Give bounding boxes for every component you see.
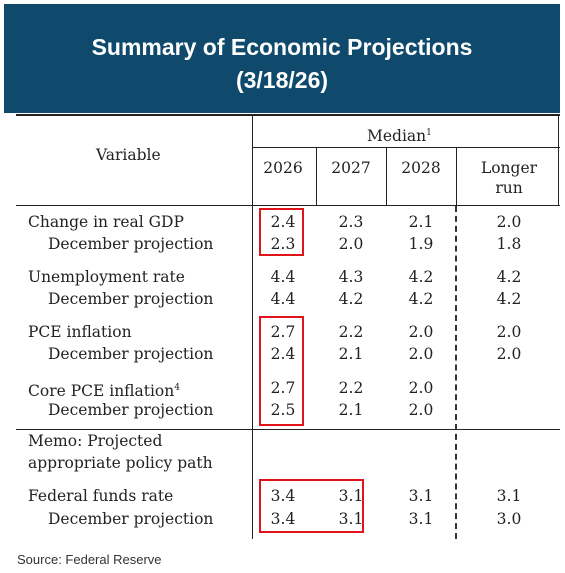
median-header: Median1 (367, 127, 432, 146)
variable-header: Variable (96, 146, 161, 164)
longer-run-dashed-line (455, 206, 457, 539)
table-cell: 3.1 (408, 510, 434, 528)
column-header-2026: 2026 (263, 159, 303, 177)
table-cell: 2.0 (496, 213, 522, 231)
table-cell: 2.4 (270, 213, 296, 231)
table-cell: 2.2 (338, 323, 364, 341)
column-header-longer-run: Longer run (480, 159, 538, 197)
source-note: Source: Federal Reserve (17, 552, 162, 567)
table-cell: 3.4 (270, 510, 296, 528)
table-cell: 3.1 (338, 487, 364, 505)
table-cell: 2.0 (408, 401, 434, 419)
table-cell: 3.1 (338, 510, 364, 528)
table-cell: 4.4 (270, 290, 296, 308)
row-label: Unemployment rate (28, 268, 185, 286)
table-cell: 2.1 (408, 213, 434, 231)
table-cell: 2.7 (270, 323, 296, 341)
table-cell: 2.2 (338, 379, 364, 397)
table-cell: 2.0 (408, 345, 434, 363)
row-label: December projection (48, 290, 214, 308)
table-cell: 4.2 (408, 290, 434, 308)
table-cell: 4.4 (270, 268, 296, 286)
row-label: December projection (48, 401, 214, 419)
row-label: Core PCE inflation4 (28, 382, 180, 401)
table-cell: 4.3 (338, 268, 364, 286)
table-cell: 2.0 (496, 323, 522, 341)
header-divider (316, 148, 317, 205)
table-cell: 2.3 (338, 213, 364, 231)
table-cell: 2.1 (338, 401, 364, 419)
row-label: December projection (48, 345, 214, 363)
table-cell: 1.9 (408, 235, 434, 253)
table-cell: 2.1 (338, 345, 364, 363)
table-cell: 2.3 (270, 235, 296, 253)
table-cell: 3.0 (496, 510, 522, 528)
row-label: December projection (48, 235, 214, 253)
table-cell: 2.7 (270, 379, 296, 397)
median-underline (252, 147, 560, 148)
table-cell: 2.0 (408, 379, 434, 397)
table-cell: 3.4 (270, 487, 296, 505)
table-cell: 1.8 (496, 235, 522, 253)
header-divider (386, 148, 387, 205)
row-label: Federal funds rate (28, 487, 174, 505)
row-label: PCE inflation (28, 323, 132, 341)
table-cell: 4.2 (338, 290, 364, 308)
row-label: Change in real GDP (28, 213, 184, 231)
row-label: December projection (48, 510, 214, 528)
memo-separator (16, 429, 560, 430)
projections-table: Variable Median1 2026 2027 2028 Longer ru… (16, 114, 560, 539)
memo-label: appropriate policy path (28, 454, 213, 472)
memo-label: Memo: Projected (28, 432, 163, 450)
table-cell: 2.5 (270, 401, 296, 419)
table-cell: 2.0 (408, 323, 434, 341)
table-cell: 2.0 (338, 235, 364, 253)
column-header-2027: 2027 (331, 159, 371, 177)
header-right-border (558, 114, 559, 205)
table-cell: 2.0 (496, 345, 522, 363)
variable-column-divider (252, 114, 253, 539)
table-cell: 3.1 (408, 487, 434, 505)
banner-title: Summary of Economic Projections (91, 34, 473, 60)
table-cell: 4.2 (496, 268, 522, 286)
highlight-box (259, 208, 304, 256)
table-top-border (16, 114, 560, 116)
column-header-2028: 2028 (401, 159, 441, 177)
table-cell: 2.4 (270, 345, 296, 363)
highlight-box (259, 479, 364, 533)
banner-date: (3/18/26) (235, 67, 329, 93)
header-bottom-rule (16, 205, 560, 206)
header-divider (456, 148, 457, 205)
title-banner: Summary of Economic Projections (3/18/26… (4, 4, 560, 113)
table-cell: 4.2 (408, 268, 434, 286)
table-cell: 4.2 (496, 290, 522, 308)
table-cell: 3.1 (496, 487, 522, 505)
highlight-box (259, 316, 304, 426)
